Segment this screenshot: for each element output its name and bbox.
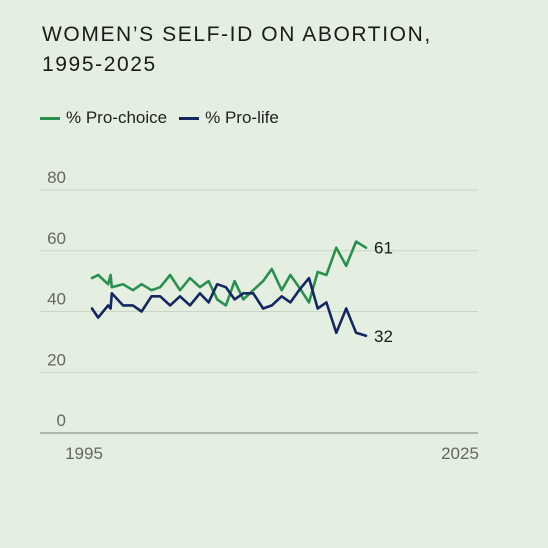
legend-swatch-pro-choice: [40, 116, 60, 120]
y-tick-label-40: 40: [47, 290, 66, 309]
y-tick-label-80: 80: [47, 168, 66, 187]
end-label-pro-life: 32: [374, 327, 393, 346]
x-tick-label-2025: 2025: [441, 444, 479, 463]
legend-swatch-pro-life: [179, 116, 200, 120]
y-tick-label-0: 0: [57, 411, 66, 430]
legend: % Pro-choice % Pro-life: [40, 108, 291, 128]
y-tick-label-60: 60: [47, 229, 66, 248]
legend-label-pro-life: % Pro-life: [205, 108, 279, 127]
chart-title: WOMEN’S SELF-ID ON ABORTION, 1995-2025: [42, 20, 522, 80]
legend-item-pro-life: % Pro-life: [179, 108, 279, 128]
series-line-pro-life: [90, 276, 368, 338]
y-tick-label-20: 20: [47, 350, 66, 369]
end-label-pro-choice: 61: [374, 239, 393, 258]
series-line-pro-choice: [90, 240, 368, 307]
legend-label-pro-choice: % Pro-choice: [66, 108, 168, 127]
chart-title-line-1: WOMEN’S SELF-ID ON ABORTION,: [42, 23, 432, 46]
legend-item-pro-choice: % Pro-choice: [40, 108, 167, 128]
chart-title-line-2: 1995-2025: [42, 53, 157, 76]
x-tick-label-1995: 1995: [65, 444, 103, 463]
